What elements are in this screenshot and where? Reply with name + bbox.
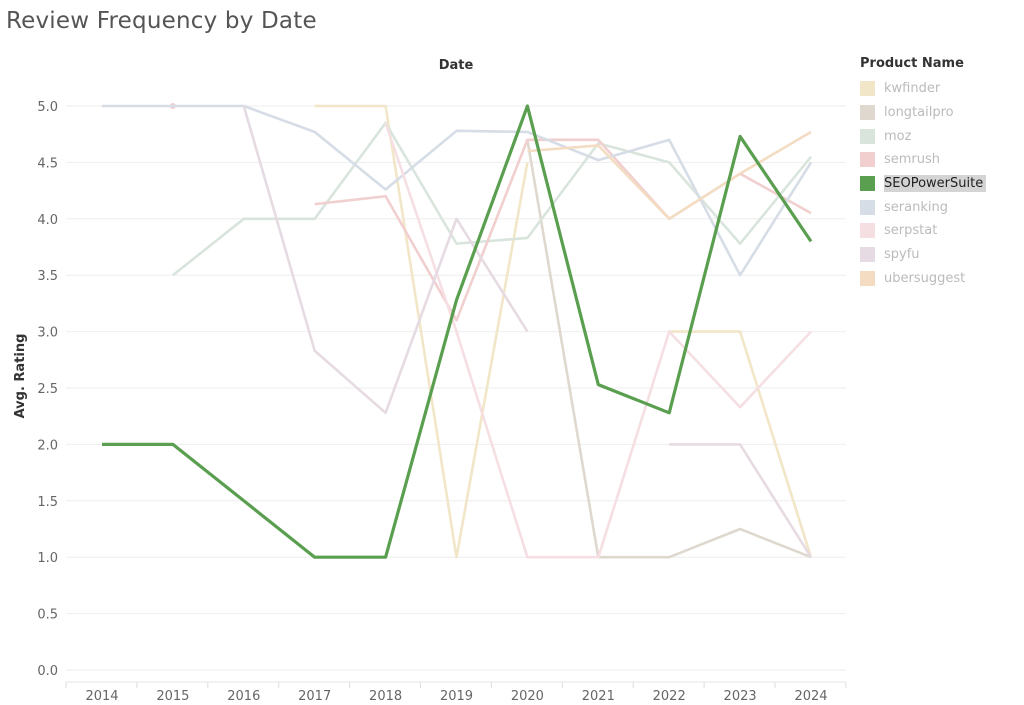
- y-tick-labels: 0.0 0.5 1.0 1.5 2.0 2.5 3.0 3.5 4.0 4.5 5.0: [37, 100, 58, 679]
- legend-swatch: [860, 199, 875, 215]
- legend-item-longtailpro[interactable]: longtailpro: [860, 101, 1020, 125]
- legend-label: semrush: [884, 152, 941, 168]
- series-line-kwfinder[interactable]: [669, 330, 813, 558]
- y-tick-label: 2.5: [37, 382, 58, 397]
- series-line-longtailpro[interactable]: [526, 139, 812, 559]
- x-tick-label: 2014: [85, 689, 118, 704]
- legend-item-semrush[interactable]: semrush: [860, 148, 1020, 172]
- legend-item-kwfinder[interactable]: kwfinder: [860, 77, 1020, 101]
- series-line-spyfu[interactable]: [669, 443, 813, 558]
- legend-label: serpstat: [884, 223, 938, 239]
- legend-swatch: [860, 270, 875, 286]
- legend-label: spyfu: [884, 247, 920, 263]
- series-line-seranking[interactable]: [102, 104, 813, 277]
- y-tick-label: 1.5: [37, 495, 58, 510]
- x-tick-label: 2021: [582, 689, 615, 704]
- x-tick-label: 2017: [298, 689, 331, 704]
- series-lines: [102, 103, 813, 559]
- chart-title: Review Frequency by Date: [6, 8, 317, 34]
- series-line-spyfu[interactable]: [242, 105, 529, 415]
- series-line-ubersuggest[interactable]: [527, 130, 812, 221]
- y-tick-label: 5.0: [37, 100, 58, 115]
- legend-item-serpstat[interactable]: serpstat: [860, 219, 1020, 243]
- legend-swatch: [860, 223, 875, 239]
- series-line-seopowersuite[interactable]: [102, 104, 813, 559]
- y-axis-label: Avg. Rating: [13, 334, 28, 419]
- legend-swatch: [860, 81, 875, 97]
- line-chart: 0.00.51.01.52.02.53.03.54.04.55.0 2014 20…: [13, 58, 847, 704]
- y-tick-label: 3.0: [37, 326, 58, 341]
- x-tick-labels: 2014 2015 2016 2017 2018 2019 2020 2021 2022 2023…: [85, 689, 827, 704]
- x-tick-label: 2016: [227, 689, 260, 704]
- legend-item-spyfu[interactable]: spyfu: [860, 243, 1020, 267]
- legend-label: ubersuggest: [884, 270, 966, 286]
- x-tick-label: 2020: [511, 689, 544, 704]
- y-tick-label: 1.0: [37, 551, 58, 566]
- legend-items: kwfinder longtailpro moz semrush SEOPowerSui…: [860, 77, 1020, 290]
- legend-swatch: [860, 105, 875, 121]
- legend-item-seopowersuite[interactable]: SEOPowerSuite: [860, 172, 1020, 196]
- legend-label: SEOPowerSuite: [884, 175, 987, 193]
- series-line-kwfinder[interactable]: [314, 104, 529, 559]
- legend-item-moz[interactable]: moz: [860, 124, 1020, 148]
- legend-item-ubersuggest[interactable]: ubersuggest: [860, 267, 1020, 291]
- x-tick-label: 2019: [440, 689, 473, 704]
- legend-label: moz: [884, 128, 912, 144]
- legend-title: Product Name: [860, 56, 964, 71]
- series-line-semrush[interactable]: [314, 138, 812, 322]
- x-tick-label: 2023: [724, 689, 757, 704]
- legend-swatch: [860, 176, 875, 192]
- legend-swatch: [860, 128, 875, 144]
- y-tick-label: 0.0: [37, 664, 58, 679]
- x-tick-label: 2022: [653, 689, 686, 704]
- legend-item-seranking[interactable]: seranking: [860, 195, 1020, 219]
- legend-swatch: [860, 152, 875, 168]
- legend-label: seranking: [884, 199, 948, 215]
- y-tick-label: 2.0: [37, 438, 58, 453]
- series-line-moz[interactable]: [172, 121, 813, 277]
- series-line-serpstat[interactable]: [384, 122, 812, 559]
- x-tick-label: 2024: [794, 689, 827, 704]
- legend-swatch: [860, 247, 875, 263]
- y-tick-label: 4.0: [37, 213, 58, 228]
- x-tick-label: 2018: [369, 689, 402, 704]
- legend-label: kwfinder: [884, 81, 941, 97]
- y-tick-label: 3.5: [37, 269, 58, 284]
- y-tick-label: 0.5: [37, 608, 58, 623]
- x-tick-label: 2015: [156, 689, 189, 704]
- x-axis-label: Date: [439, 58, 474, 73]
- y-tick-label: 4.5: [37, 156, 58, 171]
- legend-label: longtailpro: [884, 105, 954, 121]
- legend: Product Name kwfinder longtailpro moz semru…: [860, 56, 1020, 290]
